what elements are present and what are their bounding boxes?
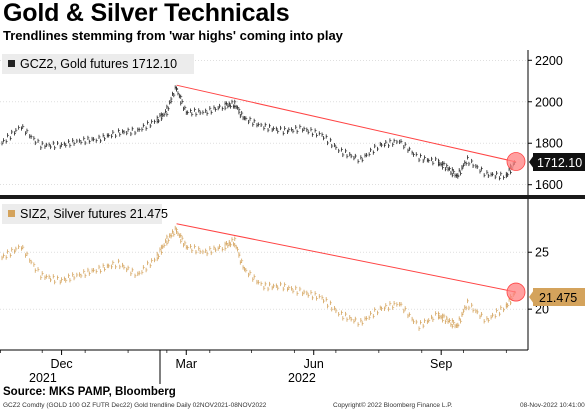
gold-legend-box (2, 54, 194, 74)
footer-timestamp: 08-Nov-2022 10:41:00 (520, 402, 585, 409)
chart-subtitle: Trendlines stemming from 'war highs' com… (3, 28, 343, 43)
gold-panel (0, 50, 528, 195)
x-tick-label: Dec (50, 357, 72, 371)
silver-legend-swatch (8, 210, 15, 217)
x-tick-group: Dec Mar Jun Sep (0, 350, 507, 371)
footer-copyright: Copyright© 2022 Bloomberg Finance L.P. (333, 402, 453, 409)
panel-divider (0, 195, 585, 199)
gold-last-value-box (533, 153, 585, 171)
y-tick-label: 2000 (535, 95, 563, 109)
x-tick-label: Jun (304, 357, 324, 371)
chart-title: Gold & Silver Technicals (3, 0, 290, 27)
silver-last-value-pointer (529, 290, 534, 304)
gold-legend-label: GCZ2, Gold futures 1712.10 (20, 57, 177, 71)
silver-trendline (176, 223, 517, 293)
silver-last-value: 21.475 (529, 288, 585, 306)
y-tick-group: 2200 2000 1800 1600 25 20 (528, 54, 563, 317)
footer-ticker-info: GCZ2 Comdty (GOLD 100 OZ FUTR Dec22) Gol… (3, 402, 267, 409)
x-tick-label: Mar (175, 357, 197, 371)
gold-trendline (176, 84, 517, 163)
gold-last-value: 1712.10 (529, 153, 585, 171)
y-tick-label: 25 (535, 246, 549, 260)
silver-breakout-circle (506, 282, 526, 302)
silver-last-value-label: 21.475 (539, 291, 577, 305)
y-tick-label: 20 (535, 303, 549, 317)
gold-last-value-label: 1712.10 (537, 156, 582, 170)
silver-legend-label: SIZ2, Silver futures 21.475 (20, 207, 168, 221)
silver-last-value-box (533, 288, 585, 306)
silver-series-group (1, 223, 526, 331)
gold-breakout-circle (506, 152, 526, 171)
x-tick-label: Sep (430, 357, 452, 371)
y-tick-label: 2200 (535, 54, 563, 68)
gridlines (0, 59, 528, 310)
y-tick-label: 1600 (535, 178, 563, 192)
gold-last-value-pointer (529, 155, 534, 169)
gold-series-group (1, 84, 526, 181)
silver-legend-box (2, 204, 162, 224)
gold-legend-swatch (8, 60, 15, 67)
x-year-label-2021: 2021 (29, 371, 57, 385)
source-note: Source: MKS PAMP, Bloomberg (3, 386, 176, 398)
x-year-label-2022: 2022 (288, 371, 316, 385)
y-tick-label: 1800 (535, 137, 563, 151)
